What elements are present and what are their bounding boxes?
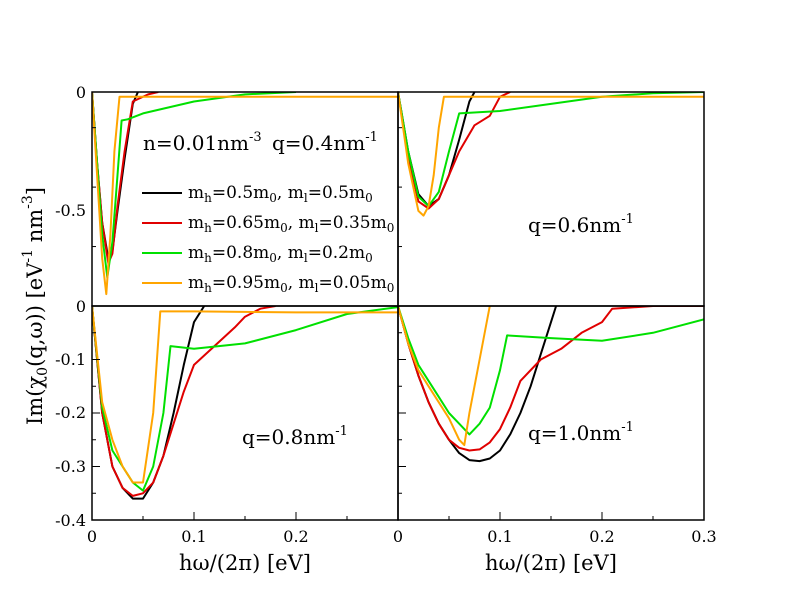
tick-label-x: 0.1 bbox=[181, 527, 206, 546]
series-line-orange bbox=[398, 306, 491, 447]
legend-item: mh=0.8m0, ml=0.2m0 bbox=[142, 243, 373, 265]
tick-label-x: 0.2 bbox=[283, 527, 308, 546]
q-label: q=0.6nm bbox=[528, 213, 621, 237]
curves-bottom-left bbox=[92, 306, 398, 500]
tick-label-x: 0.2 bbox=[589, 527, 614, 546]
tick-label-y: -0.4 bbox=[55, 511, 86, 530]
series-line-red bbox=[92, 306, 276, 497]
tick-label-y: -0.1 bbox=[55, 350, 86, 369]
y-axis-label: Im(χ0(q,ω)) [eV-1 nm-3] bbox=[20, 187, 51, 425]
legend-item: mh=0.65m0, ml=0.35m0 bbox=[142, 213, 394, 235]
legend-label: mh=0.65m0, ml=0.35m0 bbox=[188, 213, 394, 235]
density-exponent: -3 bbox=[249, 130, 262, 145]
panel-bottom-left: 0 -0.1 -0.2 -0.3 -0.4 0 0.1 0.2 q=0.8nm-… bbox=[55, 297, 399, 546]
q-label: q=1.0nm bbox=[528, 421, 621, 445]
annotation-q: q=1.0nm-1 bbox=[528, 420, 634, 445]
tick-label-y: 0 bbox=[76, 83, 86, 102]
series-line-red bbox=[398, 306, 704, 452]
q-exponent: -1 bbox=[335, 424, 348, 439]
panel-top-left: 0 -0.5 n=0.01nm-3 q=0.4nm-1 mh=0.5m0, ml… bbox=[55, 83, 398, 307]
q-exponent: -1 bbox=[621, 420, 634, 435]
series-line-orange bbox=[92, 92, 398, 296]
legend-item: mh=0.5m0, ml=0.5m0 bbox=[142, 183, 373, 205]
legend: mh=0.5m0, ml=0.5m0 mh=0.65m0, ml=0.35m0 … bbox=[142, 183, 394, 295]
q-label: q=0.8nm bbox=[242, 425, 335, 449]
annotation-q: q=0.4nm-1 bbox=[272, 130, 378, 155]
annotation-q: q=0.6nm-1 bbox=[528, 212, 634, 237]
annotation-q: q=0.8nm-1 bbox=[242, 424, 348, 449]
density-label: n=0.01nm bbox=[143, 131, 249, 155]
tick-label-x: 0.1 bbox=[487, 527, 512, 546]
legend-label: mh=0.5m0, ml=0.5m0 bbox=[188, 183, 373, 205]
q-label: q=0.4nm bbox=[272, 131, 365, 155]
series-line-orange bbox=[92, 306, 398, 484]
q-exponent: -1 bbox=[365, 130, 378, 145]
tick-label-x: 0.3 bbox=[691, 527, 716, 546]
tick-label-x: 0 bbox=[393, 527, 403, 546]
q-exponent: -1 bbox=[621, 212, 634, 227]
legend-label: mh=0.8m0, ml=0.2m0 bbox=[188, 243, 373, 265]
tick-label-y: -0.3 bbox=[55, 457, 86, 476]
x-axis-label-left: hω/(2π) [eV] bbox=[179, 551, 311, 575]
panel-top-right: q=0.6nm-1 bbox=[398, 92, 704, 307]
tick-label-y: -0.5 bbox=[55, 201, 86, 220]
series-line-red bbox=[398, 92, 511, 210]
tick-label-y: -0.2 bbox=[55, 403, 86, 422]
annotation-density: n=0.01nm-3 bbox=[143, 130, 262, 155]
frame-bottom-right bbox=[397, 305, 705, 521]
tick-label-y: 0 bbox=[76, 297, 86, 316]
series-line-green bbox=[92, 306, 398, 492]
series-line-green bbox=[92, 92, 297, 279]
legend-label: mh=0.95m0, ml=0.05m0 bbox=[188, 273, 394, 295]
x-axis-label-right: hω/(2π) [eV] bbox=[485, 551, 617, 575]
series-line-orange bbox=[398, 92, 704, 217]
series-line-green bbox=[398, 306, 704, 436]
curves-bottom-right bbox=[398, 306, 704, 463]
tick-label-x: 0 bbox=[87, 527, 97, 546]
legend-item: mh=0.95m0, ml=0.05m0 bbox=[142, 273, 394, 295]
curves-top-right bbox=[398, 92, 704, 217]
curves-top-left bbox=[92, 92, 398, 296]
